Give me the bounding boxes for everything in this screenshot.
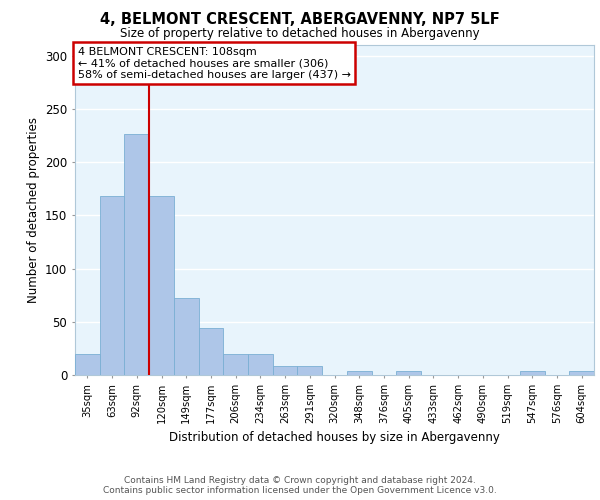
- Bar: [273, 366, 298, 375]
- Bar: [149, 196, 174, 375]
- Bar: [100, 196, 124, 375]
- Bar: [347, 370, 371, 375]
- Bar: [396, 370, 421, 375]
- Bar: [569, 370, 594, 375]
- Bar: [223, 354, 248, 375]
- Text: Contains public sector information licensed under the Open Government Licence v3: Contains public sector information licen…: [103, 486, 497, 495]
- Bar: [124, 134, 149, 375]
- Bar: [174, 298, 199, 375]
- Text: Contains HM Land Registry data © Crown copyright and database right 2024.: Contains HM Land Registry data © Crown c…: [124, 476, 476, 485]
- Y-axis label: Number of detached properties: Number of detached properties: [26, 117, 40, 303]
- Bar: [298, 366, 322, 375]
- Bar: [520, 370, 545, 375]
- Text: 4 BELMONT CRESCENT: 108sqm
← 41% of detached houses are smaller (306)
58% of sem: 4 BELMONT CRESCENT: 108sqm ← 41% of deta…: [77, 46, 350, 80]
- Bar: [75, 354, 100, 375]
- Text: Size of property relative to detached houses in Abergavenny: Size of property relative to detached ho…: [120, 28, 480, 40]
- Bar: [199, 328, 223, 375]
- Text: 4, BELMONT CRESCENT, ABERGAVENNY, NP7 5LF: 4, BELMONT CRESCENT, ABERGAVENNY, NP7 5L…: [100, 12, 500, 28]
- Bar: [248, 354, 273, 375]
- X-axis label: Distribution of detached houses by size in Abergavenny: Distribution of detached houses by size …: [169, 432, 500, 444]
